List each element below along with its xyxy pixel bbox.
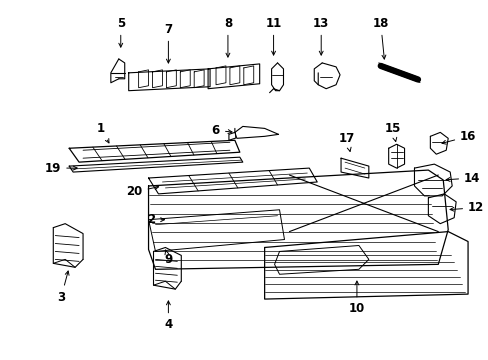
- Text: 20: 20: [126, 185, 158, 198]
- Text: 16: 16: [441, 130, 475, 144]
- Text: 5: 5: [117, 17, 124, 47]
- Text: 3: 3: [57, 271, 69, 303]
- Text: 11: 11: [265, 17, 281, 55]
- Text: 9: 9: [164, 250, 172, 266]
- Text: 4: 4: [164, 301, 172, 331]
- Text: 18: 18: [372, 17, 388, 59]
- Text: 19: 19: [45, 162, 77, 175]
- Text: 10: 10: [348, 281, 365, 315]
- Text: 2: 2: [147, 213, 164, 226]
- Text: 14: 14: [445, 171, 480, 185]
- Text: 13: 13: [312, 17, 328, 55]
- Text: 6: 6: [211, 124, 231, 137]
- Text: 8: 8: [224, 17, 232, 57]
- Text: 15: 15: [384, 122, 400, 141]
- Text: 7: 7: [164, 23, 172, 63]
- Text: 1: 1: [97, 122, 109, 143]
- Text: 17: 17: [338, 132, 354, 152]
- Text: 12: 12: [449, 201, 483, 214]
